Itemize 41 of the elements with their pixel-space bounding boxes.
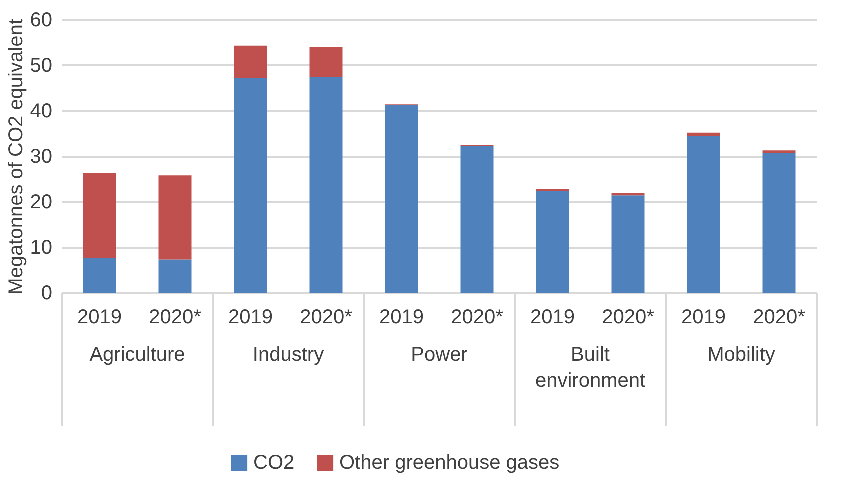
y-axis-title: Megatonnes of CO2 equivalent bbox=[5, 18, 28, 295]
bar bbox=[310, 47, 343, 78]
y-tick-label: 50 bbox=[30, 55, 52, 77]
x-tick-label: 2020* bbox=[451, 306, 504, 328]
bar bbox=[310, 77, 343, 293]
bar bbox=[83, 258, 116, 293]
text: Built environment bbox=[535, 344, 646, 392]
bar bbox=[762, 150, 796, 154]
bar bbox=[83, 173, 116, 258]
bar bbox=[687, 136, 720, 293]
y-tick-label: 60 bbox=[30, 10, 52, 32]
y-tick-label: 40 bbox=[30, 100, 52, 122]
bar bbox=[687, 132, 720, 136]
x-tick-label: 2019 bbox=[530, 306, 575, 328]
bar bbox=[158, 260, 192, 293]
x-tick-label: 2019 bbox=[228, 306, 273, 328]
x-tick-label: 2020* bbox=[149, 306, 202, 328]
y-tick-label: 0 bbox=[41, 282, 52, 304]
legend-label: Other greenhouse gases bbox=[340, 452, 560, 474]
bar bbox=[234, 46, 268, 78]
legend-label: CO2 bbox=[254, 452, 295, 474]
text: Agriculture bbox=[90, 344, 186, 366]
x-tick-label: 2019 bbox=[682, 306, 726, 328]
bar bbox=[234, 78, 268, 293]
y-tick-label: 10 bbox=[30, 237, 52, 259]
text: Power bbox=[411, 344, 468, 366]
y-tick-label: 20 bbox=[30, 192, 52, 214]
text: Industry bbox=[252, 344, 324, 366]
x-tick-label: 2019 bbox=[380, 306, 424, 328]
y-tick-label: 30 bbox=[30, 146, 52, 168]
bar bbox=[158, 176, 192, 260]
x-tick-label: 2019 bbox=[78, 306, 122, 328]
text: Mobility bbox=[708, 344, 776, 366]
bar bbox=[385, 106, 418, 293]
x-tick-label: 2020* bbox=[300, 306, 353, 328]
bar bbox=[460, 146, 494, 293]
bar bbox=[536, 192, 570, 293]
x-tick-label: 2020* bbox=[602, 306, 655, 328]
bar bbox=[762, 153, 796, 293]
x-tick-label: 2020* bbox=[753, 306, 806, 328]
bar bbox=[612, 196, 645, 293]
